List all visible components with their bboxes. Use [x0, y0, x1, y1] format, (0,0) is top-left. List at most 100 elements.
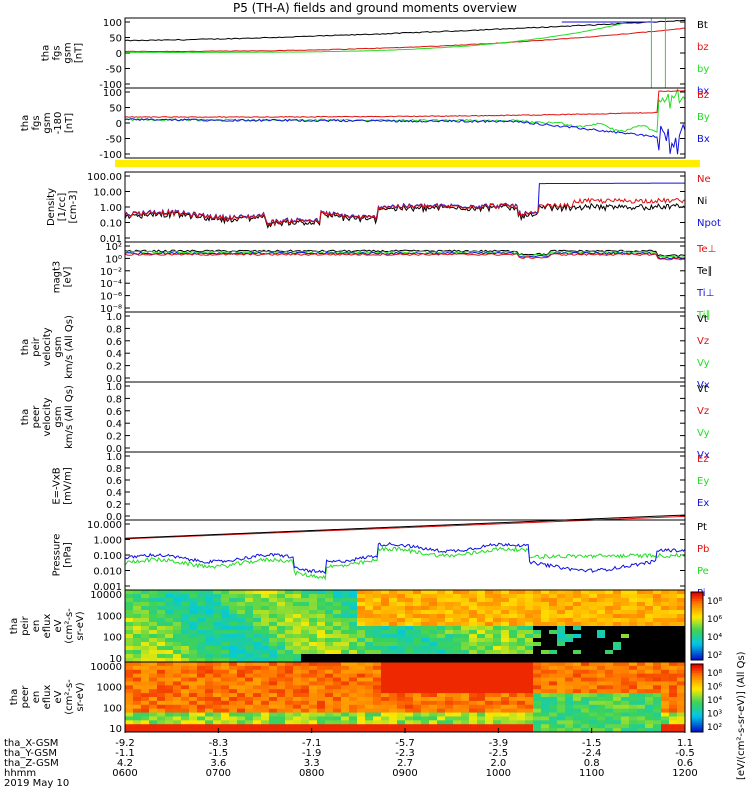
spectrogram-cell [469, 610, 478, 615]
spectrogram-cell [157, 602, 166, 607]
spectrogram-cell [461, 602, 470, 607]
spectrogram-cell [421, 685, 430, 690]
spectrogram-cell [501, 700, 510, 706]
spectrogram-cell [501, 642, 510, 647]
spectrogram-cell [165, 630, 174, 635]
spectrogram-cell [189, 638, 198, 643]
legend-Te⊥: Te⊥ [696, 244, 716, 255]
spectrogram-cell [373, 669, 382, 675]
spectrogram-cell [349, 630, 358, 635]
xaxis-value: -1.1 [115, 748, 135, 759]
spectrogram-cell [405, 590, 414, 595]
spectrogram-cell [341, 646, 350, 651]
spectrogram-cell [517, 598, 526, 603]
spectrogram-cell [157, 626, 166, 631]
spectrogram-cell [421, 689, 430, 694]
spectrogram-cell [325, 590, 334, 595]
spectrogram-cell [157, 638, 166, 643]
spectrogram-cell [213, 610, 222, 615]
spectrogram-cell [469, 606, 478, 611]
spectrogram-cell [621, 598, 630, 603]
spectrogram-cell [453, 638, 462, 643]
spectrogram-cell [661, 720, 670, 725]
spectrogram-cell [405, 712, 414, 717]
spectrogram-cell [325, 654, 334, 659]
series-line [124, 88, 686, 133]
spectrogram-cell [181, 673, 190, 679]
spectrogram-cell [341, 685, 350, 690]
spectrogram-cell [165, 693, 174, 698]
spectrogram-cell [205, 594, 214, 599]
spectrogram-cell [397, 720, 406, 725]
spectrogram-cell [381, 614, 390, 619]
spectrogram-cell [373, 598, 382, 603]
spectrogram-cell [285, 669, 294, 675]
spectrogram-cell [229, 681, 238, 686]
spectrogram-cell [205, 724, 214, 729]
spectrogram-cell [565, 677, 574, 682]
spectrogram-cell [253, 712, 262, 717]
spectrogram-cell [261, 610, 270, 615]
legend-bz: bz [697, 42, 709, 53]
spectrogram-cell [437, 708, 446, 714]
xaxis-value: 1.1 [677, 738, 693, 749]
spectrogram-cell [421, 634, 430, 639]
legend-Ti⊥: Ti⊥ [696, 288, 714, 299]
panel-frame [124, 381, 686, 453]
spectrogram-cell [341, 654, 350, 659]
spectrogram-cell [389, 669, 398, 675]
spectrogram-cell [221, 618, 230, 623]
ytick-label: 10 [109, 724, 122, 735]
spectrogram-cell [253, 724, 262, 729]
spectrogram-cell [213, 638, 222, 643]
legend-Vz: Vz [697, 406, 709, 417]
spectrogram-cell [333, 622, 342, 627]
spectrogram-cell [269, 622, 278, 627]
spectrogram-cell [221, 700, 230, 706]
spectrogram-cell [645, 689, 654, 694]
spectrogram-cell [309, 704, 318, 710]
spectrogram-cell [509, 669, 518, 675]
svg-text:[mV/m]: [mV/m] [63, 467, 74, 505]
spectrogram-cell [413, 673, 422, 679]
xaxis-value: -0.5 [675, 748, 695, 759]
spectrogram-cell [429, 677, 438, 682]
ytick-label: 0.001 [93, 582, 122, 593]
spectrogram-cell [133, 598, 142, 603]
spectrogram-cell [245, 685, 254, 690]
spectrogram-cell [301, 728, 310, 733]
spectrogram-cell [261, 712, 270, 717]
spectrogram-cell [637, 614, 646, 619]
spectrogram-cell [293, 654, 302, 659]
spectrogram-cell [653, 650, 662, 655]
spectrogram-cell [677, 720, 686, 725]
spectrogram-cell [589, 626, 598, 631]
spectrogram-cell [181, 658, 190, 663]
spectrogram-cell [493, 590, 502, 595]
spectrogram-cell [653, 622, 662, 627]
spectrogram-cell [173, 716, 182, 721]
spectrogram-cell [325, 626, 334, 631]
spectrogram-cell [581, 662, 590, 667]
spectrogram-cell [365, 630, 374, 635]
spectrogram-cell [149, 700, 158, 706]
spectrogram-cell [533, 724, 542, 729]
spectrogram-cell [237, 590, 246, 595]
spectrogram-cell [285, 650, 294, 655]
spectrogram-cell [293, 602, 302, 607]
spectrogram-cell [333, 704, 342, 710]
spectrogram-cell [421, 724, 430, 729]
spectrogram-cell [605, 697, 614, 702]
spectrogram-cell [277, 598, 286, 603]
spectrogram-cell [445, 662, 454, 667]
spectrogram-cell [325, 618, 334, 623]
panel-pressure: Pressure [nPa]10.0001.0000.1000.0100.001P… [52, 514, 709, 599]
spectrogram-cell [333, 606, 342, 611]
spectrogram-cell [565, 634, 574, 639]
colorbar-tick: 10² [707, 723, 722, 733]
spectrogram-cell [677, 677, 686, 682]
xaxis-value: 0900 [392, 768, 417, 779]
spectrogram-cell [605, 602, 614, 607]
spectrogram-cell [429, 602, 438, 607]
spectrogram-cell [285, 689, 294, 694]
